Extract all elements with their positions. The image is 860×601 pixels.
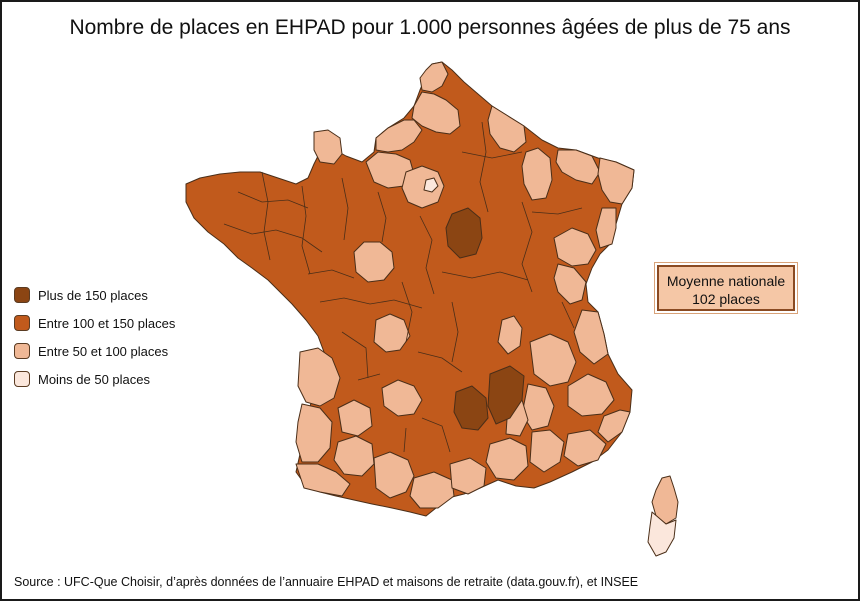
national-average-box: Moyenne nationale 102 places: [657, 265, 795, 311]
average-value: 102 places: [692, 291, 760, 307]
region-isere: [529, 333, 577, 387]
average-label: Moyenne nationale: [666, 273, 786, 289]
region-paris: [423, 177, 439, 193]
legend-label: Plus de 150 places: [38, 287, 148, 303]
legend-item-100-150: Entre 100 et 150 places: [14, 313, 175, 333]
region-haute-loire: [487, 365, 525, 425]
legend-label: Entre 50 et 100 places: [38, 343, 169, 359]
region-haut-rhin: [595, 207, 617, 249]
region-alpes-maritimes: [597, 409, 631, 443]
region-paris-ring: [401, 165, 445, 209]
region-gard: [485, 437, 529, 481]
region-savoie: [573, 309, 609, 365]
region-pyrenees-atlantiques: [295, 463, 351, 497]
region-meuse: [521, 147, 553, 201]
region-var: [563, 429, 607, 467]
region-dordogne-area: [381, 379, 423, 417]
legend-label: Moins de 50 places: [38, 371, 151, 387]
legend-swatch: [14, 315, 30, 331]
region-lot-et-garonne: [337, 399, 373, 437]
region-gers: [333, 435, 375, 477]
region-cantal: [453, 385, 489, 431]
legend-label: Entre 100 et 150 places: [38, 315, 176, 331]
region-herault: [449, 457, 487, 495]
region-bas-rhin: [597, 157, 635, 205]
region-haute-corse: [651, 475, 679, 525]
legend-swatch: [14, 371, 30, 387]
region-aude: [409, 471, 455, 509]
region-somme: [411, 91, 461, 135]
map-title: Nombre de places en EHPAD pour 1.000 per…: [69, 16, 791, 39]
legend-item-50-100: Entre 50 et 100 places: [14, 341, 175, 361]
region-sarthe-area: [353, 241, 395, 283]
region-rhone: [497, 315, 523, 355]
region-ardennes: [487, 105, 527, 153]
department-borders: [223, 121, 583, 453]
map-legend: Plus de 150 places Entre 100 et 150 plac…: [14, 285, 175, 397]
region-landes: [295, 403, 333, 463]
legend-swatch: [14, 343, 30, 359]
region-haute-garonne: [373, 451, 415, 499]
region-gironde: [297, 347, 341, 407]
region-corse-du-sud: [647, 511, 677, 557]
legend-item-moins-50: Moins de 50 places: [14, 369, 175, 389]
legend-swatch: [14, 287, 30, 303]
region-moselle: [555, 149, 601, 185]
legend-item-plus-150: Plus de 150 places: [14, 285, 175, 305]
region-pas-de-calais: [419, 61, 449, 93]
source-note: Source : UFC-Que Choisir, d’après donnée…: [14, 575, 639, 589]
region-jura: [553, 263, 587, 305]
region-nievre-yonne: [445, 207, 483, 259]
region-manche: [313, 129, 343, 165]
region-doubs: [553, 227, 597, 267]
region-vaucluse: [529, 429, 565, 473]
region-hautes-alpes: [567, 373, 615, 417]
region-seine-maritime: [375, 119, 423, 153]
region-vienne-area: [373, 313, 411, 353]
